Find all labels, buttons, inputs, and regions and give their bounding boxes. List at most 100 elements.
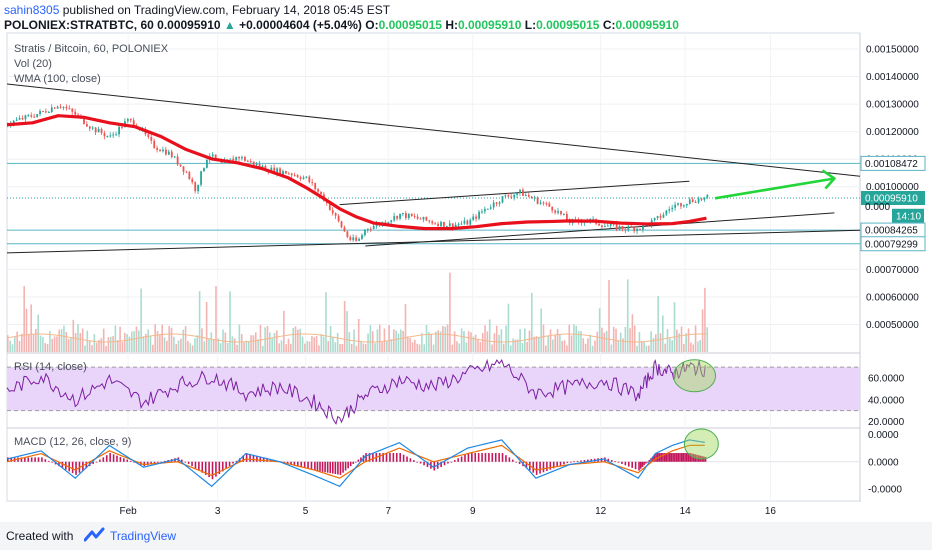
candle-body [428, 220, 431, 222]
volume-bar [357, 318, 360, 352]
volume-bar [626, 279, 629, 352]
candle-body [612, 223, 615, 225]
macd-histogram-bar [324, 461, 326, 473]
macd-histogram-bar [535, 461, 538, 475]
volume-bar [512, 338, 514, 352]
volume-bar [53, 336, 56, 352]
published-text: published on TradingView.com, February 1… [62, 3, 391, 17]
candle-body [94, 127, 97, 133]
volume-bar [428, 332, 430, 352]
candle-body [507, 195, 510, 197]
candle-body [156, 147, 159, 150]
tradingview-brand-link[interactable]: TradingView [110, 529, 177, 543]
price-marker-label: 0.00095910 [865, 194, 918, 205]
volume-bar [9, 340, 11, 352]
volume-bar [98, 339, 100, 352]
volume-bar [119, 326, 121, 352]
volume-bar [294, 326, 297, 352]
volume-bar [339, 343, 341, 352]
macd-histogram-bar [7, 457, 9, 462]
volume-bar [320, 333, 323, 352]
volume-bar [647, 345, 650, 352]
volume-bar [138, 330, 140, 352]
volume-bar [205, 302, 208, 352]
author-link[interactable]: sahin8305 [4, 3, 60, 17]
volume-bar [479, 342, 482, 352]
macd-histogram-bar [266, 458, 268, 462]
ohlc-line: POLONIEX:STRATBTC, 60 0.00095910 ▲ +0.00… [4, 18, 679, 32]
candle-body [539, 202, 542, 204]
volume-bar [95, 342, 98, 352]
candle-body [630, 226, 633, 228]
volume-bar [28, 333, 30, 352]
price-tick-label: 0.00140000 [866, 72, 919, 83]
macd-histogram-bar [34, 457, 36, 462]
volume-bar [465, 342, 468, 352]
candle-body [513, 194, 516, 198]
candle-body [533, 197, 536, 199]
volume-bar [91, 345, 93, 352]
macd-histogram-bar [310, 461, 313, 470]
candle-body [176, 156, 179, 165]
price-marker [861, 191, 925, 206]
candle-body [662, 214, 665, 218]
macd-highlight-circle [683, 428, 719, 460]
volume-bar [147, 329, 149, 352]
macd-histogram-bar [532, 461, 535, 473]
macd-histogram-bar [474, 453, 477, 462]
volume-bar [250, 335, 252, 352]
volume-bar [67, 338, 70, 352]
low-value: 0.00095015 [536, 18, 600, 32]
candle-body [328, 203, 331, 211]
candle-body [320, 191, 322, 195]
macd-histogram-bar [41, 457, 43, 462]
macd-tick-label: 0.0000 [868, 457, 899, 468]
candle-body [188, 172, 191, 179]
candle-body [185, 171, 188, 173]
macd-histogram-bar [235, 460, 238, 462]
macd-histogram-bar [392, 453, 395, 462]
candle-body [179, 164, 182, 167]
candle-body [688, 199, 691, 204]
macd-histogram-bar [184, 461, 187, 463]
candle-body [536, 197, 539, 204]
macd-histogram-bar [667, 453, 669, 462]
volume-bar [299, 328, 302, 352]
macd-histogram-bar [187, 461, 190, 464]
volume-bar [343, 301, 346, 352]
volume-bar [449, 272, 451, 352]
rsi-pane-title: RSI (14, close) [14, 361, 87, 373]
volume-bar [535, 336, 538, 352]
candle-body [287, 173, 290, 175]
volume-bar [322, 336, 325, 352]
volume-bar [622, 338, 624, 352]
candle-body [53, 107, 56, 109]
macd-histogram-bar [360, 457, 362, 462]
volume-bar [166, 340, 168, 352]
macd-histogram-bar [314, 461, 316, 471]
candle-body [47, 111, 50, 113]
candle-body [279, 168, 281, 175]
candle-body [12, 120, 15, 124]
volume-bar [336, 333, 339, 352]
candle-body [97, 128, 100, 133]
volume-bar [421, 333, 423, 352]
volume-bar [699, 339, 702, 352]
candle-body [206, 159, 208, 168]
candle-body [334, 213, 337, 216]
volume-bar [563, 340, 566, 352]
volume-bar [180, 338, 182, 352]
chart-canvas[interactable]: 0.00150000 0.00140000 0.00130000 0.00120000… [0, 32, 932, 522]
candle-body [615, 223, 618, 230]
volume-bar [109, 336, 112, 352]
macd-histogram-bar [511, 459, 514, 462]
volume-bar [212, 339, 215, 352]
macd-histogram-bar [508, 457, 511, 462]
volume-bar [60, 329, 63, 352]
macd-histogram-bar [378, 453, 381, 462]
candle-body [609, 223, 612, 226]
volume-bar [617, 341, 620, 352]
volume-bar [636, 345, 638, 352]
macd-histogram-bar [326, 461, 329, 473]
macd-histogram-bar [677, 453, 680, 462]
